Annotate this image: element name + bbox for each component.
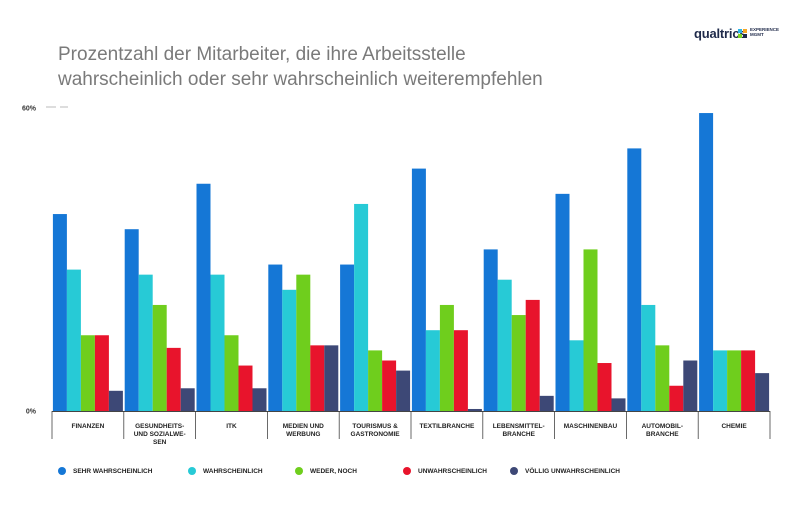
bar [683, 360, 698, 411]
logo-wordmark: qualtrics [694, 26, 747, 41]
logo-dot-3 [738, 34, 742, 38]
bar [396, 370, 411, 411]
legend-item: UNWAHRSCHEINLICH [403, 467, 487, 475]
bar [66, 269, 81, 411]
bar [569, 340, 584, 411]
legend-swatch-icon [510, 467, 518, 475]
bar [713, 350, 728, 411]
x-category-label: CHEMIE [721, 423, 747, 430]
bar [80, 335, 95, 411]
x-category-label: FINANZEN [71, 423, 104, 430]
legend-item: WAHRSCHEINLICH [188, 467, 263, 475]
bar [655, 345, 670, 411]
bar [555, 193, 570, 411]
x-category-label: MEDIEN UND WERBUNG [283, 423, 324, 438]
logo-dot-4 [743, 34, 747, 38]
legend-swatch-icon [58, 467, 66, 475]
bar [108, 390, 123, 411]
legend-label: WEDER, NOCH [310, 467, 357, 475]
bar [425, 330, 440, 411]
x-category-label: LEBENSMITTEL-BRANCHE [493, 423, 545, 438]
bar [124, 229, 139, 411]
bar [354, 203, 369, 411]
bar [296, 274, 311, 411]
bar [224, 335, 239, 411]
y-tick-label: 0% [26, 409, 37, 416]
chart-title: Prozentzahl der Mitarbeiter, die ihre Ar… [58, 44, 543, 90]
bar [282, 289, 297, 411]
bar [238, 365, 253, 411]
legend-label: SEHR WAHRSCHEINLICH [73, 467, 153, 475]
x-category-label: GESUNDHEITS-UND SOZIALWE-SEN [134, 423, 186, 446]
logo-dot-1 [738, 29, 742, 33]
bar [310, 345, 325, 411]
bar [324, 345, 339, 411]
bar [368, 350, 383, 411]
bar [94, 335, 109, 411]
bar [583, 249, 598, 411]
chart-legend: SEHR WAHRSCHEINLICH WAHRSCHEINLICH WEDER, … [58, 467, 758, 481]
qualtrics-logo: qualtrics EXPERIENCE MGMT [694, 25, 779, 47]
logo-dots-icon [738, 29, 747, 38]
bar [539, 395, 554, 411]
legend-swatch-icon [188, 467, 196, 475]
logo-tagline: EXPERIENCE MGMT [750, 27, 780, 37]
bar [411, 168, 426, 411]
bar [210, 274, 225, 411]
logo-dot-2 [743, 29, 747, 33]
bar [268, 264, 283, 411]
bar [382, 360, 397, 411]
bar [166, 347, 181, 411]
bar [611, 398, 626, 411]
bar [741, 350, 756, 411]
bar [152, 304, 167, 411]
legend-swatch-icon [295, 467, 303, 475]
bar [439, 304, 454, 411]
legend-label: WAHRSCHEINLICH [203, 467, 263, 475]
bar [699, 113, 714, 412]
bar [669, 385, 684, 411]
legend-item: SEHR WAHRSCHEINLICH [58, 467, 152, 475]
bar [453, 330, 468, 411]
bar-chart: 0% 60% FINANZEN GESUNDHEITS-UND SOZIALWE-SE… [22, 106, 771, 446]
bar [52, 214, 67, 411]
x-category-label: TOURISMUS & GASTRONOMIE [351, 423, 401, 438]
legend-label: VÖLLIG UNWAHRSCHEINLICH [525, 467, 620, 475]
legend-item: VÖLLIG UNWAHRSCHEINLICH [510, 467, 620, 475]
bar [641, 304, 656, 411]
bar [525, 299, 540, 411]
bar [252, 388, 267, 411]
x-category-label: TEXTILBRANCHE [419, 423, 475, 430]
legend-swatch-icon [403, 467, 411, 475]
bar [467, 408, 482, 411]
bar [340, 264, 355, 411]
y-tick-label: 60% [22, 106, 37, 113]
x-category-label: ITK [226, 423, 237, 430]
bar [497, 279, 512, 411]
legend-item: WEDER, NOCH [295, 467, 357, 475]
x-category-label: AUTOMOBIL-BRANCHE [642, 423, 683, 438]
bar [597, 363, 612, 411]
bar [627, 148, 642, 411]
bar [727, 350, 742, 411]
bar [511, 315, 526, 411]
bar [483, 249, 498, 411]
bar [755, 373, 770, 411]
bar [180, 388, 195, 411]
bar [196, 183, 211, 411]
legend-label: UNWAHRSCHEINLICH [418, 467, 487, 475]
bar [138, 274, 153, 411]
x-category-label: MASCHINENBAU [564, 423, 618, 430]
